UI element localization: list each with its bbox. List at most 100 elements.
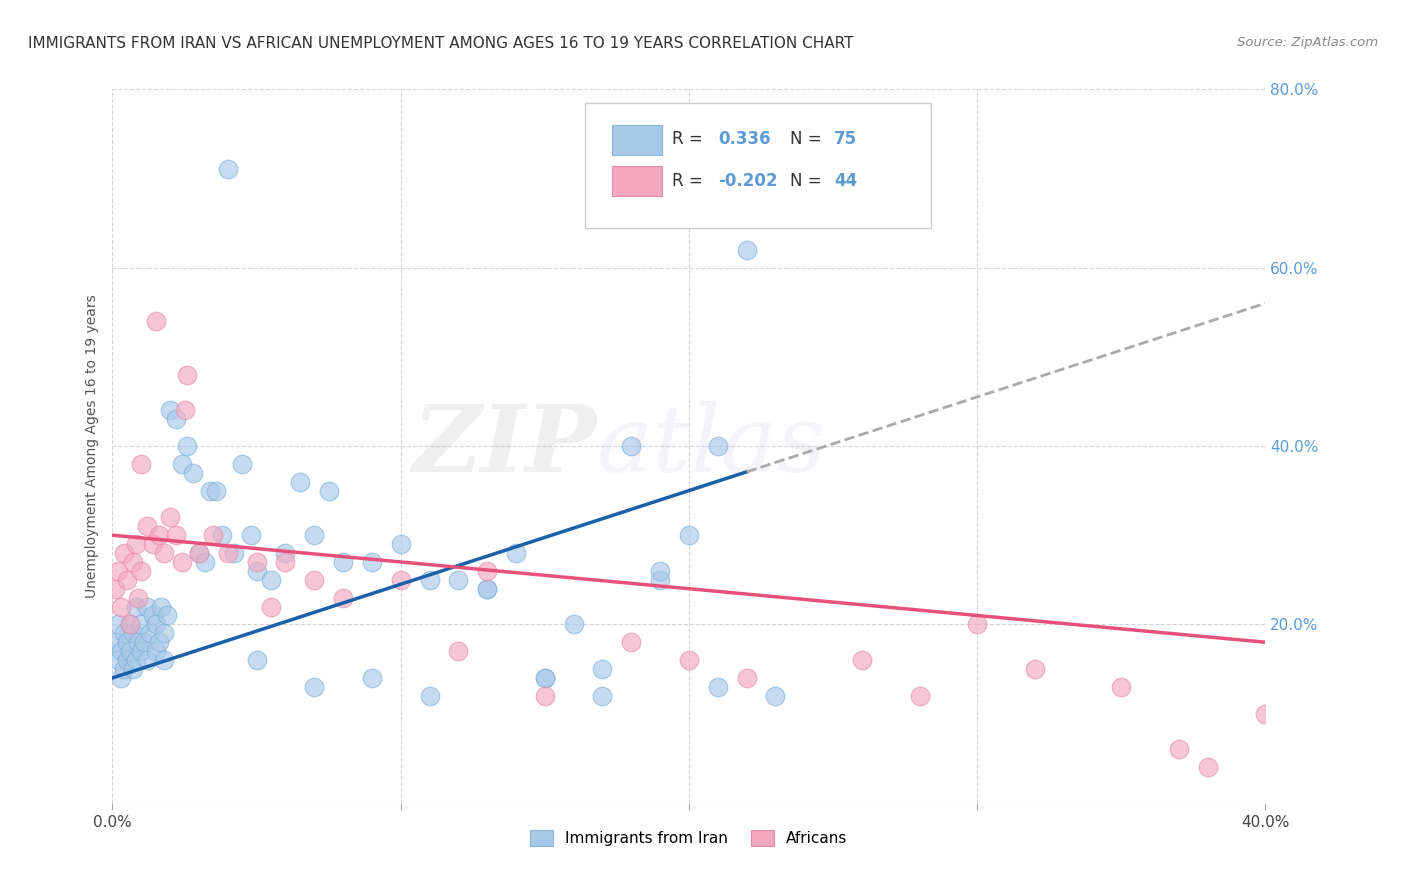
Point (170, 555, 193, 569)
FancyBboxPatch shape (612, 125, 662, 155)
Point (181, 466, 204, 480)
Point (288, 475, 311, 489)
Text: N =: N = (790, 130, 827, 148)
Point (188, 546, 211, 560)
Point (176, 439, 198, 453)
Point (562, 617, 585, 632)
Point (121, 662, 143, 676)
Point (534, 671, 557, 685)
Point (620, 439, 643, 453)
Text: Source: ZipAtlas.com: Source: ZipAtlas.com (1237, 36, 1378, 49)
Point (304, 528, 326, 542)
Point (202, 528, 225, 542)
Point (142, 537, 165, 551)
Text: R =: R = (672, 130, 707, 148)
Point (136, 653, 159, 667)
Point (136, 519, 159, 533)
Point (118, 644, 141, 658)
Point (129, 644, 153, 658)
Point (1167, 742, 1189, 756)
Point (592, 689, 614, 703)
Point (159, 510, 181, 524)
Point (150, 599, 173, 614)
Point (239, 528, 262, 542)
Point (107, 564, 129, 578)
Point (107, 617, 129, 632)
Point (389, 573, 412, 587)
Point (124, 537, 146, 551)
Point (165, 528, 187, 542)
Point (274, 555, 297, 569)
Point (650, 564, 672, 578)
Point (115, 653, 138, 667)
Point (115, 635, 138, 649)
Point (217, 546, 239, 560)
Point (246, 653, 269, 667)
Point (217, 162, 239, 177)
Point (112, 662, 135, 676)
Point (735, 243, 758, 257)
Point (231, 457, 253, 471)
Point (104, 635, 127, 649)
Point (620, 635, 643, 649)
Point (194, 555, 217, 569)
Point (447, 573, 470, 587)
Text: 75: 75 (834, 130, 858, 148)
Point (136, 599, 159, 614)
Point (148, 635, 170, 649)
Point (127, 635, 149, 649)
Text: 0.336: 0.336 (718, 130, 770, 148)
Point (211, 528, 233, 542)
Point (176, 368, 198, 382)
Point (170, 457, 193, 471)
Point (145, 644, 167, 658)
Point (139, 626, 162, 640)
Point (124, 653, 146, 667)
Point (153, 626, 176, 640)
Point (110, 599, 132, 614)
Point (678, 528, 700, 542)
Text: R =: R = (672, 171, 707, 189)
FancyBboxPatch shape (585, 103, 931, 228)
Point (134, 635, 156, 649)
Point (475, 582, 499, 596)
Point (260, 573, 283, 587)
Point (129, 564, 153, 578)
Point (118, 617, 141, 632)
Point (304, 573, 326, 587)
Point (1111, 680, 1133, 694)
Point (966, 617, 988, 632)
Point (129, 617, 153, 632)
Point (360, 671, 382, 685)
Point (124, 599, 146, 614)
Text: ZIP: ZIP (412, 401, 596, 491)
Point (505, 546, 527, 560)
Point (707, 680, 730, 694)
Point (650, 573, 672, 587)
Legend: Immigrants from Iran, Africans: Immigrants from Iran, Africans (524, 824, 853, 852)
Point (304, 680, 326, 694)
Point (908, 689, 931, 703)
Point (707, 439, 730, 453)
Point (592, 662, 614, 676)
Text: -0.202: -0.202 (718, 171, 778, 189)
Point (145, 314, 167, 328)
Point (107, 653, 129, 667)
Point (447, 644, 470, 658)
Point (765, 689, 787, 703)
Point (129, 457, 153, 471)
Point (534, 671, 557, 685)
Text: 44: 44 (834, 171, 858, 189)
Point (475, 564, 499, 578)
Point (246, 555, 269, 569)
Point (112, 546, 135, 560)
Point (332, 555, 354, 569)
Point (332, 591, 354, 605)
Point (156, 608, 179, 623)
Point (112, 626, 135, 640)
Point (200, 483, 222, 498)
Point (148, 528, 170, 542)
Point (153, 546, 176, 560)
Point (205, 483, 228, 498)
Point (222, 546, 245, 560)
